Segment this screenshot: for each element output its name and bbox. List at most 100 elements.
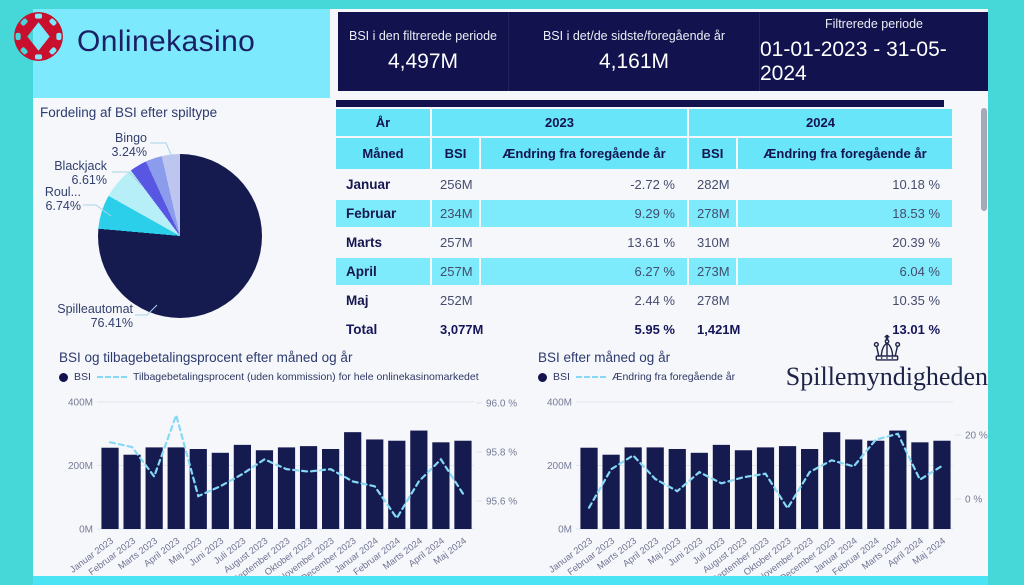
table-cell-februar-chg[interactable]: 9.29 % [481,200,687,227]
legend-bsi-dot-icon[interactable] [59,372,68,382]
table-scrollbar[interactable] [981,108,987,211]
table-cell-januar-bsi[interactable]: 256M [440,177,473,192]
table-cell-januar-chg[interactable]: -2.72 % [630,177,675,192]
bar-Januar 2024[interactable] [845,439,863,529]
legend-bsi-label[interactable]: BSI [553,371,570,383]
svg-text:0M: 0M [558,525,572,536]
table-cell-total-bsi[interactable]: 1,421M [697,322,741,337]
legend-line-label[interactable]: Tilbagebetalingsprocent (uden kommission… [132,371,479,383]
table-cell-total-mon[interactable]: Total [346,322,378,337]
table-grid: År 2023 2024 Måned BSI Ændring fra foreg… [336,109,952,343]
slice-pct: 6.61% [71,173,107,187]
legend-dashed-line-icon[interactable] [575,376,606,378]
legend-dashed-line-icon[interactable] [96,376,127,378]
table-cell-april-chg[interactable]: 6.04 % [738,258,952,285]
bar-Februar 2023[interactable] [602,454,620,529]
bar-November 2023[interactable] [801,448,819,529]
table-cell-januar-bsi[interactable]: 282M [697,177,730,192]
table-top-bar [336,100,944,107]
pie-chart-bsi-by-game-type[interactable] [98,154,262,318]
table-cell-maj-chg[interactable]: 2.44 % [634,293,675,308]
bar-Februar 2024[interactable] [867,440,885,529]
table-cell-maj-bsi[interactable]: 252M [440,293,473,308]
bar-September 2023[interactable] [277,447,296,529]
bar-Marts 2023[interactable] [145,447,163,529]
table-cell-total-chg[interactable]: 5.95 % [634,322,675,337]
table-col-change-2023: Ændring fra foregående år [481,138,687,169]
pie-label-bingo: Bingo 3.24% [85,131,147,159]
slice-name: Bingo [115,131,147,145]
bar-Januar 2024[interactable] [366,439,384,529]
agency-name: Spillemyndigheden [785,362,988,391]
bar-Oktober 2023[interactable] [778,446,797,529]
bar-August 2023[interactable] [255,450,274,529]
bar-Juli 2023[interactable] [233,444,251,529]
bar-April 2023[interactable] [646,447,664,529]
bar-Januar 2023[interactable] [101,447,119,529]
bar-November 2023[interactable] [322,448,340,529]
bar-April 2023[interactable] [167,447,185,529]
bar-Maj 2023[interactable] [189,448,207,529]
bar-Juli 2023[interactable] [712,444,730,529]
bar-Marts 2023[interactable] [624,447,642,529]
table-cell-april-bsi[interactable]: 273M [689,258,736,285]
table-cell-april-bsi[interactable]: 257M [432,258,479,285]
legend-line-label[interactable]: Ændring fra foregående år [611,371,736,383]
legend-bsi-dot-icon[interactable] [538,372,547,382]
svg-text:200M: 200M [68,461,93,472]
chart-left-legend: BSI Tilbagebetalingsprocent (uden kommis… [59,371,479,383]
bar-September 2023[interactable] [756,447,775,529]
table-cell-januar-mon[interactable]: Januar [346,177,391,192]
kpi-bar: BSI i den filtrerede periode 4,497M BSI … [338,12,988,91]
app-title: Onlinekasino [77,25,256,58]
table-cell-total-bsi[interactable]: 3,077M [440,322,484,337]
slice-name: Roul... [44,185,81,199]
table-cell-april-mon[interactable]: April [336,258,430,285]
bar-Februar 2023[interactable] [123,454,141,529]
bar-Februar 2024[interactable] [388,440,406,529]
table-cell-marts-bsi[interactable]: 257M [440,235,473,250]
bar-August 2023[interactable] [734,450,753,529]
table-cell-januar-chg[interactable]: 10.18 % [892,177,940,192]
table-cell-marts-mon[interactable]: Marts [346,235,383,250]
bar-Juni 2023[interactable] [211,452,229,529]
chart-right-legend: BSI Ændring fra foregående år [538,371,735,383]
bar-December 2023[interactable] [823,432,841,529]
bar-April 2024[interactable] [432,442,450,529]
table-cell-marts-chg[interactable]: 13.61 % [627,235,675,250]
bar-Oktober 2023[interactable] [299,446,318,529]
table-cell-total-chg[interactable]: 13.01 % [892,322,940,337]
table-cell-maj-chg[interactable]: 10.35 % [892,293,940,308]
pie-label-blackjack: Blackjack 6.61% [43,159,107,187]
bar-April 2024[interactable] [911,442,929,529]
bar-Maj 2024[interactable] [454,440,472,529]
bottom-accent-strip [33,576,988,585]
table-cell-februar-bsi[interactable]: 234M [432,200,479,227]
table-cell-maj-bsi[interactable]: 278M [697,293,730,308]
table-cell-februar-chg[interactable]: 18.53 % [738,200,952,227]
table-cell-februar-bsi[interactable]: 278M [689,200,736,227]
svg-text:95.6 %: 95.6 % [486,497,517,508]
table-cell-marts-chg[interactable]: 20.39 % [892,235,940,250]
svg-text:400M: 400M [68,398,93,409]
table-col-bsi-2024: BSI [689,138,736,169]
svg-text:96.0 %: 96.0 % [486,399,517,410]
bar-Maj 2023[interactable] [668,448,686,529]
table-cell-marts-bsi[interactable]: 310M [697,235,730,250]
bar-Marts 2024[interactable] [410,430,428,529]
pie-label-spilleautomat: Spilleautomat 76.41% [47,302,133,330]
bar-Januar 2023[interactable] [580,447,598,529]
kpi-value: 4,161M [598,50,670,73]
table-cell-maj-mon[interactable]: Maj [346,293,369,308]
table-header-year: År [336,109,430,136]
bar-Maj 2024[interactable] [933,440,951,529]
table-cell-februar-mon[interactable]: Februar [336,200,430,227]
slice-name: Blackjack [54,159,107,173]
legend-bsi-label[interactable]: BSI [74,371,91,383]
bar-Juni 2023[interactable] [690,452,708,529]
bar-Marts 2024[interactable] [889,430,907,529]
svg-text:200M: 200M [547,461,572,472]
table-cell-april-chg[interactable]: 6.27 % [481,258,687,285]
